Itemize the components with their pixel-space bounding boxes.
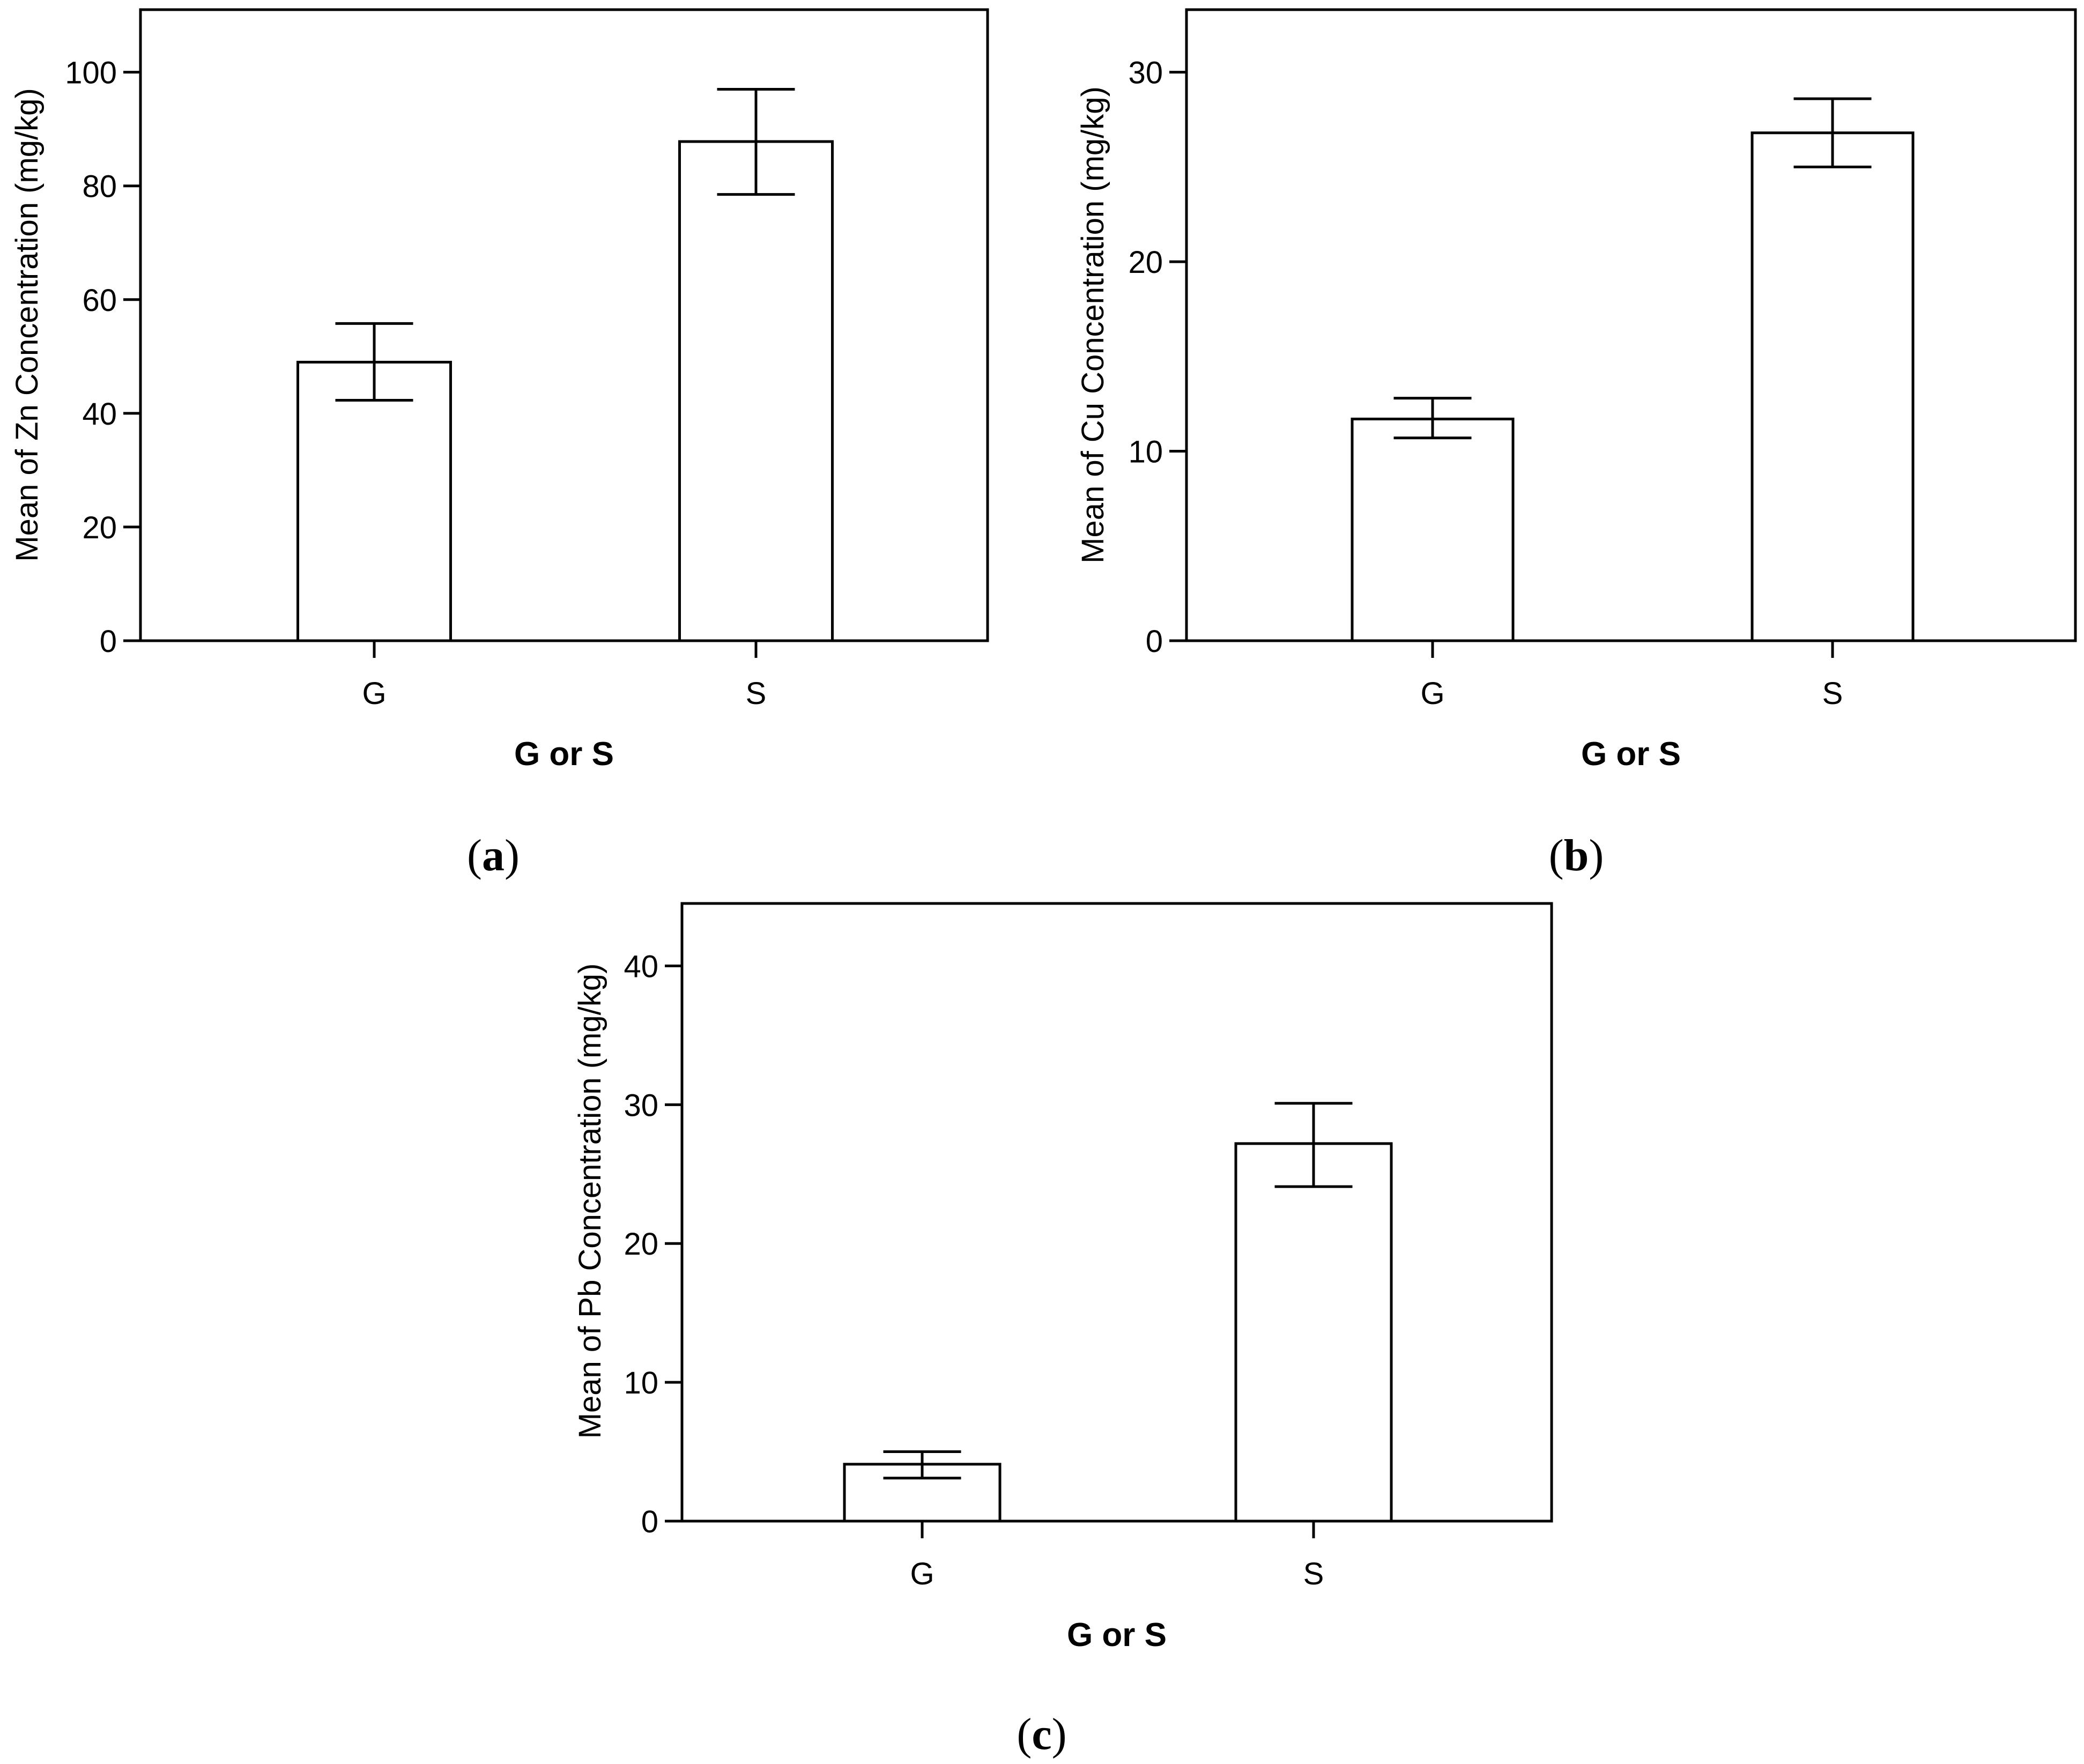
y-tick-label-a: 0 (100, 624, 117, 659)
panel-label-c: (c) (1017, 1709, 1066, 1759)
panel-label-b-letter: b (1564, 831, 1589, 880)
y-tick-label-c: 0 (641, 1504, 658, 1539)
y-tick-label-c: 30 (624, 1088, 658, 1123)
bars-c (843, 1102, 1393, 1523)
y-tick-label-b: 0 (1146, 624, 1163, 659)
y-tick-label-b: 20 (1128, 245, 1163, 280)
x-tick-label-a: S (746, 676, 767, 711)
bars-b (1351, 97, 1915, 642)
y-tick-label-a: 100 (65, 56, 117, 91)
bars-a (296, 87, 834, 642)
x-axis-title-a: G or S (514, 736, 614, 773)
bar-b-S (1751, 131, 1915, 642)
x-tick-label-c: S (1303, 1557, 1324, 1591)
x-tick-label-c: G (910, 1557, 934, 1591)
y-ticks-c: 0 10 20 30 40 (624, 949, 682, 1539)
plot-frame-c (680, 902, 1553, 1523)
y-tick-label-c: 40 (624, 949, 658, 984)
panel-label-c-letter: c (1032, 1709, 1051, 1759)
panel-label-a: (a) (467, 831, 520, 880)
x-tick-label-b: G (1420, 676, 1444, 711)
y-tick-label-a: 60 (82, 283, 117, 318)
bar-a-G (296, 360, 452, 642)
plot-frame-b (1185, 8, 2077, 642)
x-tick-label-b: S (1822, 676, 1843, 711)
bar-a-S (678, 140, 834, 642)
x-axis-title-c: G or S (1067, 1617, 1167, 1654)
y-tick-label-a: 40 (82, 397, 117, 432)
y-tick-label-c: 10 (624, 1366, 658, 1400)
y-tick-label-a: 80 (82, 169, 117, 204)
x-axis-title-b: G or S (1581, 736, 1681, 773)
y-tick-label-c: 20 (624, 1227, 658, 1262)
bar-c-S (1234, 1142, 1393, 1523)
y-axis-title-a: Mean of Zn Concentration (mg/kg) (10, 88, 45, 561)
y-ticks-b: 0 10 20 30 (1128, 56, 1186, 659)
y-axis-title-c: Mean of Pb Concentration (mg/kg) (573, 963, 607, 1439)
y-tick-label-b: 30 (1128, 56, 1163, 91)
y-axis-title-b: Mean of Cu Concentration (mg/kg) (1076, 86, 1110, 564)
plot-frame-a (139, 8, 989, 642)
panel-label-b: (b) (1549, 831, 1604, 880)
bar-b-G (1351, 417, 1515, 642)
y-tick-label-b: 10 (1128, 435, 1163, 470)
panel-label-a-letter: a (482, 831, 505, 880)
y-tick-label-a: 20 (82, 510, 117, 545)
x-tick-label-a: G (362, 676, 386, 711)
y-ticks-a: 0 20 40 60 80 100 (65, 56, 140, 659)
